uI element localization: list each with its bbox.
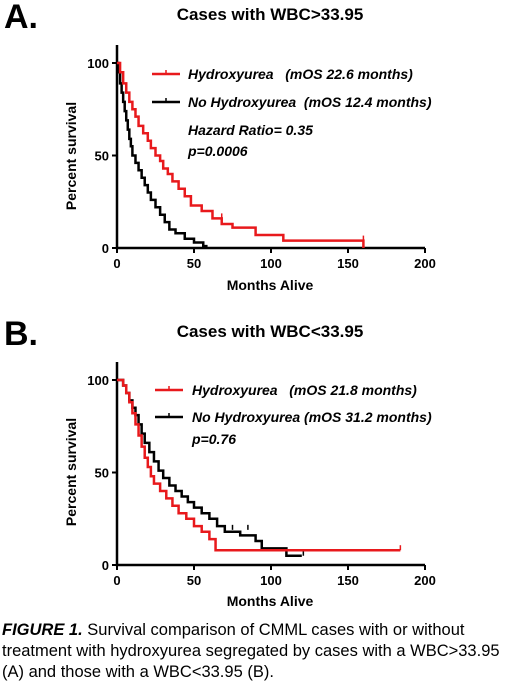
- panel-a-xlabel: Months Alive: [227, 277, 314, 293]
- survival-curve-hydroxyurea-b: [117, 378, 401, 552]
- legend-marker-no-hydroxyurea-b: [155, 413, 183, 419]
- figure-caption: FIGURE 1. Survival comparison of CMML ca…: [2, 620, 517, 683]
- panel-a-letter: A.: [4, 0, 38, 36]
- x-tick-label-a: 100: [260, 256, 282, 271]
- panel-a-legend: Hydroxyurea (mOS 22.6 months) No Hydroxy…: [152, 66, 432, 110]
- legend-marker-hydroxyurea-b: [155, 386, 183, 392]
- x-tick-label-a: 200: [414, 256, 436, 271]
- legend-marker-no-hydroxyurea-a: [152, 98, 180, 104]
- y-tick-label-b: 0: [102, 558, 109, 573]
- legend-no-hydroxyurea-b: No Hydroxyurea (mOS 31.2 months): [192, 409, 432, 425]
- panel-b-legend: Hydroxyurea (mOS 21.8 months) No Hydroxy…: [155, 382, 432, 425]
- panel-a-hazard-ratio: Hazard Ratio= 0.35: [188, 122, 313, 138]
- legend-hydroxyurea-a: Hydroxyurea (mOS 22.6 months): [188, 66, 413, 82]
- x-tick-label-b: 150: [337, 573, 359, 588]
- survival-curve-hydroxyurea-a: [117, 61, 365, 248]
- panel-b: B. Cases with WBC<33.95 0 50 100 150 200 0 50 1…: [4, 315, 436, 609]
- x-tick-label-a: 150: [337, 256, 359, 271]
- panel-b-ylabel: Percent survival: [63, 418, 79, 526]
- panel-b-title: Cases with WBC<33.95: [177, 322, 364, 341]
- caption-text: Survival comparison of CMML cases with o…: [2, 621, 500, 681]
- caption-label: FIGURE 1.: [2, 621, 83, 639]
- y-tick-label-b: 100: [87, 373, 109, 388]
- x-tick-label-b: 100: [260, 573, 282, 588]
- legend-hydroxyurea-b: Hydroxyurea (mOS 21.8 months): [192, 382, 417, 398]
- y-tick-label-a: 50: [95, 149, 109, 164]
- figure: A. Cases with WBC>33.95 0 50 100 150 200 0 50 1…: [4, 0, 436, 609]
- x-tick-label-b: 0: [113, 573, 120, 588]
- panel-a-ylabel: Percent survival: [63, 102, 79, 210]
- panel-b-p-value: p=0.76: [191, 431, 236, 447]
- survival-curve-no-hydroxyurea-a: [117, 61, 208, 248]
- survival-curve-no-hydroxyurea-b: [117, 378, 302, 557]
- legend-marker-hydroxyurea-a: [152, 70, 180, 76]
- panel-b-plot: 0 50 100 150 200 0 50 100: [87, 362, 436, 588]
- y-tick-label-a: 0: [102, 241, 109, 256]
- legend-no-hydroxyurea-a: No Hydroxyurea (mOS 12.4 months): [188, 94, 432, 110]
- panel-b-xlabel: Months Alive: [227, 593, 314, 609]
- panel-a-plot: 0 50 100 150 200 0 50 100: [87, 45, 436, 271]
- panel-a-p-value: p=0.0006: [187, 143, 248, 159]
- x-tick-label-a: 50: [187, 256, 201, 271]
- panel-a: A. Cases with WBC>33.95 0 50 100 150 200 0 50 1…: [4, 0, 436, 293]
- panel-a-title: Cases with WBC>33.95: [177, 5, 364, 24]
- panel-b-letter: B.: [4, 315, 38, 353]
- x-tick-label-a: 0: [113, 256, 120, 271]
- x-tick-label-b: 50: [187, 573, 201, 588]
- y-tick-label-b: 50: [95, 466, 109, 481]
- y-tick-label-a: 100: [87, 56, 109, 71]
- x-tick-label-b: 200: [414, 573, 436, 588]
